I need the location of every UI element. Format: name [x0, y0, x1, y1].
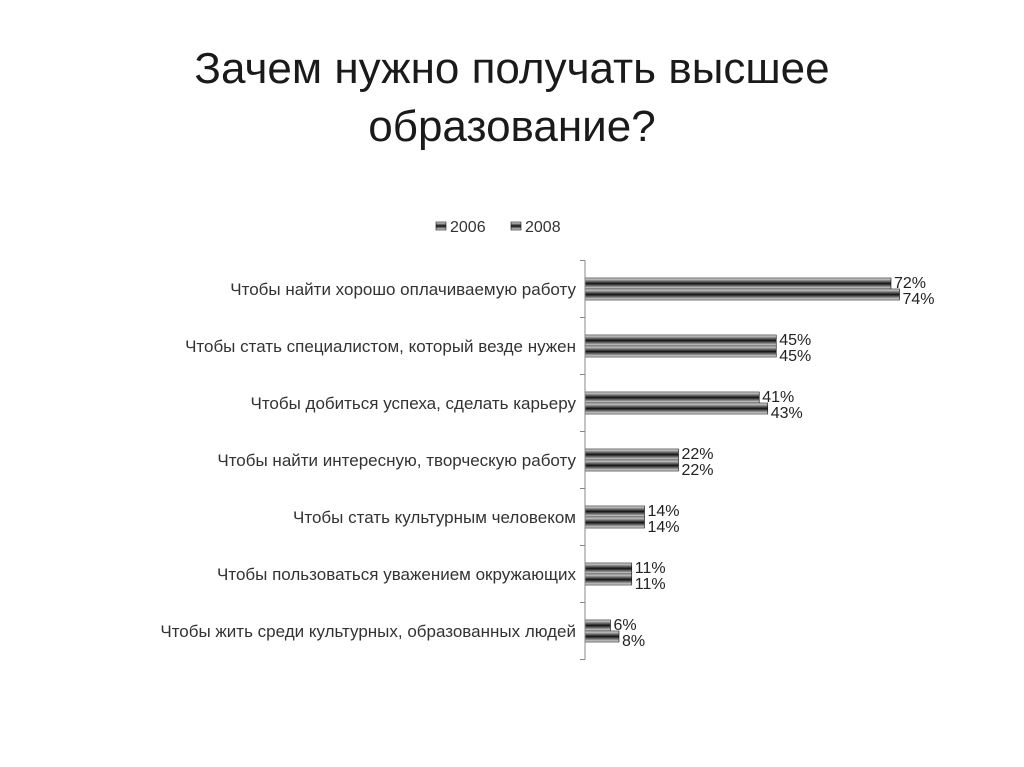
data-label-2006: 6%: [614, 617, 637, 634]
category-labels: Чтобы найти хорошо оплачиваемую работу Чт…: [160, 280, 576, 641]
bars: [580, 260, 900, 660]
bar-2008: [584, 402, 769, 415]
legend-label-2008: 2008: [525, 219, 561, 236]
category-label: Чтобы пользоваться уважением окружающих: [217, 565, 576, 584]
category-label: Чтобы стать специалистом, который везде …: [185, 337, 576, 356]
data-label-2008: 45%: [779, 348, 811, 365]
data-label-2008: 8%: [622, 633, 645, 650]
legend-swatch-2008: [510, 221, 522, 231]
data-label-2006: 14%: [648, 503, 680, 520]
data-label-2006: 11%: [635, 560, 666, 577]
legend-label-2006: 2006: [450, 219, 486, 236]
data-label-2008: 74%: [903, 291, 935, 308]
category-label: Чтобы найти хорошо оплачиваемую работу: [230, 280, 576, 299]
bar-2008: [584, 573, 633, 586]
value-labels: 72%74% 45%45% 41%43% 22%22% 14%14% 11%11% 6%8%: [614, 275, 935, 650]
data-label-2006: 41%: [762, 389, 794, 406]
bar-2006: [584, 334, 777, 347]
data-label-2008: 43%: [771, 405, 803, 422]
bar-2006: [584, 562, 633, 575]
data-label-2006: 22%: [682, 446, 714, 463]
chart-title-line2: образование?: [368, 102, 656, 151]
bar-2008: [584, 516, 645, 529]
data-label-2008: 14%: [648, 519, 680, 536]
data-label-2008: 22%: [682, 462, 714, 479]
bar-2006: [584, 448, 679, 461]
bar-2008: [584, 459, 679, 472]
chart-title-line1: Зачем нужно получать высшее: [194, 44, 830, 93]
category-label: Чтобы добиться успеха, сделать карьеру: [250, 394, 576, 413]
bar-2006: [584, 391, 760, 404]
category-label: Чтобы найти интересную, творческую работ…: [217, 451, 576, 470]
data-label-2008: 11%: [635, 576, 666, 593]
legend-swatch-2006: [435, 221, 447, 231]
legend: 2006 2008: [435, 219, 561, 236]
data-label-2006: 72%: [894, 275, 926, 292]
bar-2008: [584, 345, 777, 358]
bar-2006: [584, 619, 611, 632]
bar-2006: [584, 505, 645, 518]
data-label-2006: 45%: [779, 332, 811, 349]
chart-title: Зачем нужно получать высшее образование?: [0, 40, 1024, 156]
category-label: Чтобы жить среди культурных, образованны…: [160, 622, 576, 641]
category-label: Чтобы стать культурным человеком: [293, 508, 576, 527]
bar-2008: [584, 288, 900, 301]
bar-2006: [584, 277, 892, 290]
